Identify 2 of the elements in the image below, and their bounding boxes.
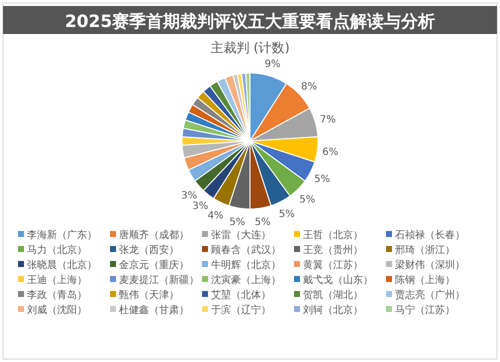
- chart-title: 主裁判 (计数): [210, 40, 290, 56]
- text: 2025赛季首期裁判评议五大重要看点解读与分析: [64, 12, 436, 32]
